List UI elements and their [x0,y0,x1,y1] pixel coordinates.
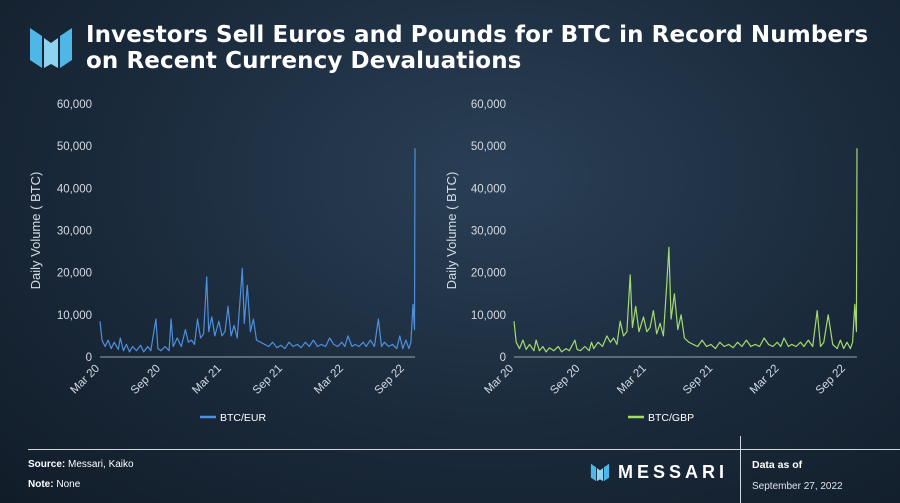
chart-title: Investors Sell Euros and Pounds for BTC … [86,22,869,74]
chart-2-x-tick-label: Mar 21 [615,363,649,397]
chart-2-y-tick-label: 60,000 [471,99,506,111]
source-value: Messari, Kaiko [68,459,134,470]
chart-1-x-tick-label: Sep 22 [373,363,407,397]
chart-1-x-tick-label: Sep 20 [129,363,163,397]
chart-2-x-tick-label: Sep 20 [548,363,582,397]
brand-logo: MESSARI [590,460,728,484]
chart-1-legend-label: BTC/EUR [220,412,267,424]
chart-2-x-tick-label: Mar 20 [482,363,516,397]
chart-1-y-tick-label: 10,000 [57,310,92,322]
chart-2-x-tick-label: Sep 21 [681,363,715,397]
chart-1-y-tick-label: 50,000 [57,141,92,153]
data-as-of-label: Data as of [752,459,803,471]
chart-2-legend-label: BTC/GBP [648,412,694,424]
note-label: Note: [28,479,54,490]
footer-divider [28,449,900,450]
chart-1-x-tick-label: Sep 21 [251,363,285,397]
source-line: Source: Messari, Kaiko [28,459,134,470]
chart-2-y-axis-label: Daily Volume ( BTC) [444,172,459,290]
note-line: Note: None [28,479,80,490]
data-as-of-date: September 27, 2022 [752,481,843,492]
chart-2-y-tick-label: 20,000 [471,268,506,280]
chart-2-y-tick-label: 40,000 [471,183,506,195]
chart-1-y-axis-label: Daily Volume ( BTC) [28,172,43,290]
footer-vertical-divider [740,436,741,503]
chart-1-y-tick-label: 30,000 [57,226,92,238]
chart-2-y-tick-label: 30,000 [471,226,506,238]
chart-2-x-tick-label: Mar 22 [748,363,782,397]
chart-1-y-tick-label: 20,000 [57,268,92,280]
chart-2-series-line [513,148,858,353]
chart-1-y-tick-label: 0 [86,352,92,364]
chart-2-y-tick-label: 50,000 [471,141,506,153]
charts-canvas: 0 10,000 20,000 30,000 40,000 50,000 60,000 Mar… [28,99,858,424]
chart-1-x-tick-label: Mar 20 [68,363,102,397]
brand-wordmark: MESSARI [618,461,729,482]
chart-1-x-tick-label: Mar 22 [312,363,346,397]
note-value: None [56,479,81,490]
chart-1-x-tick-label: Mar 21 [190,363,224,397]
brand-mark-icon [590,463,610,482]
messari-logo-icon [30,28,72,68]
chart-2-x-tick-label: Sep 22 [814,363,848,397]
chart-1-series-line [99,148,416,353]
chart-1-y-tick-label: 40,000 [57,183,92,195]
chart-2-y-tick-label: 10,000 [471,310,506,322]
source-label: Source: [28,459,66,470]
chart-2-y-tick-label: 0 [500,352,506,364]
chart-1-y-tick-label: 60,000 [57,99,92,111]
